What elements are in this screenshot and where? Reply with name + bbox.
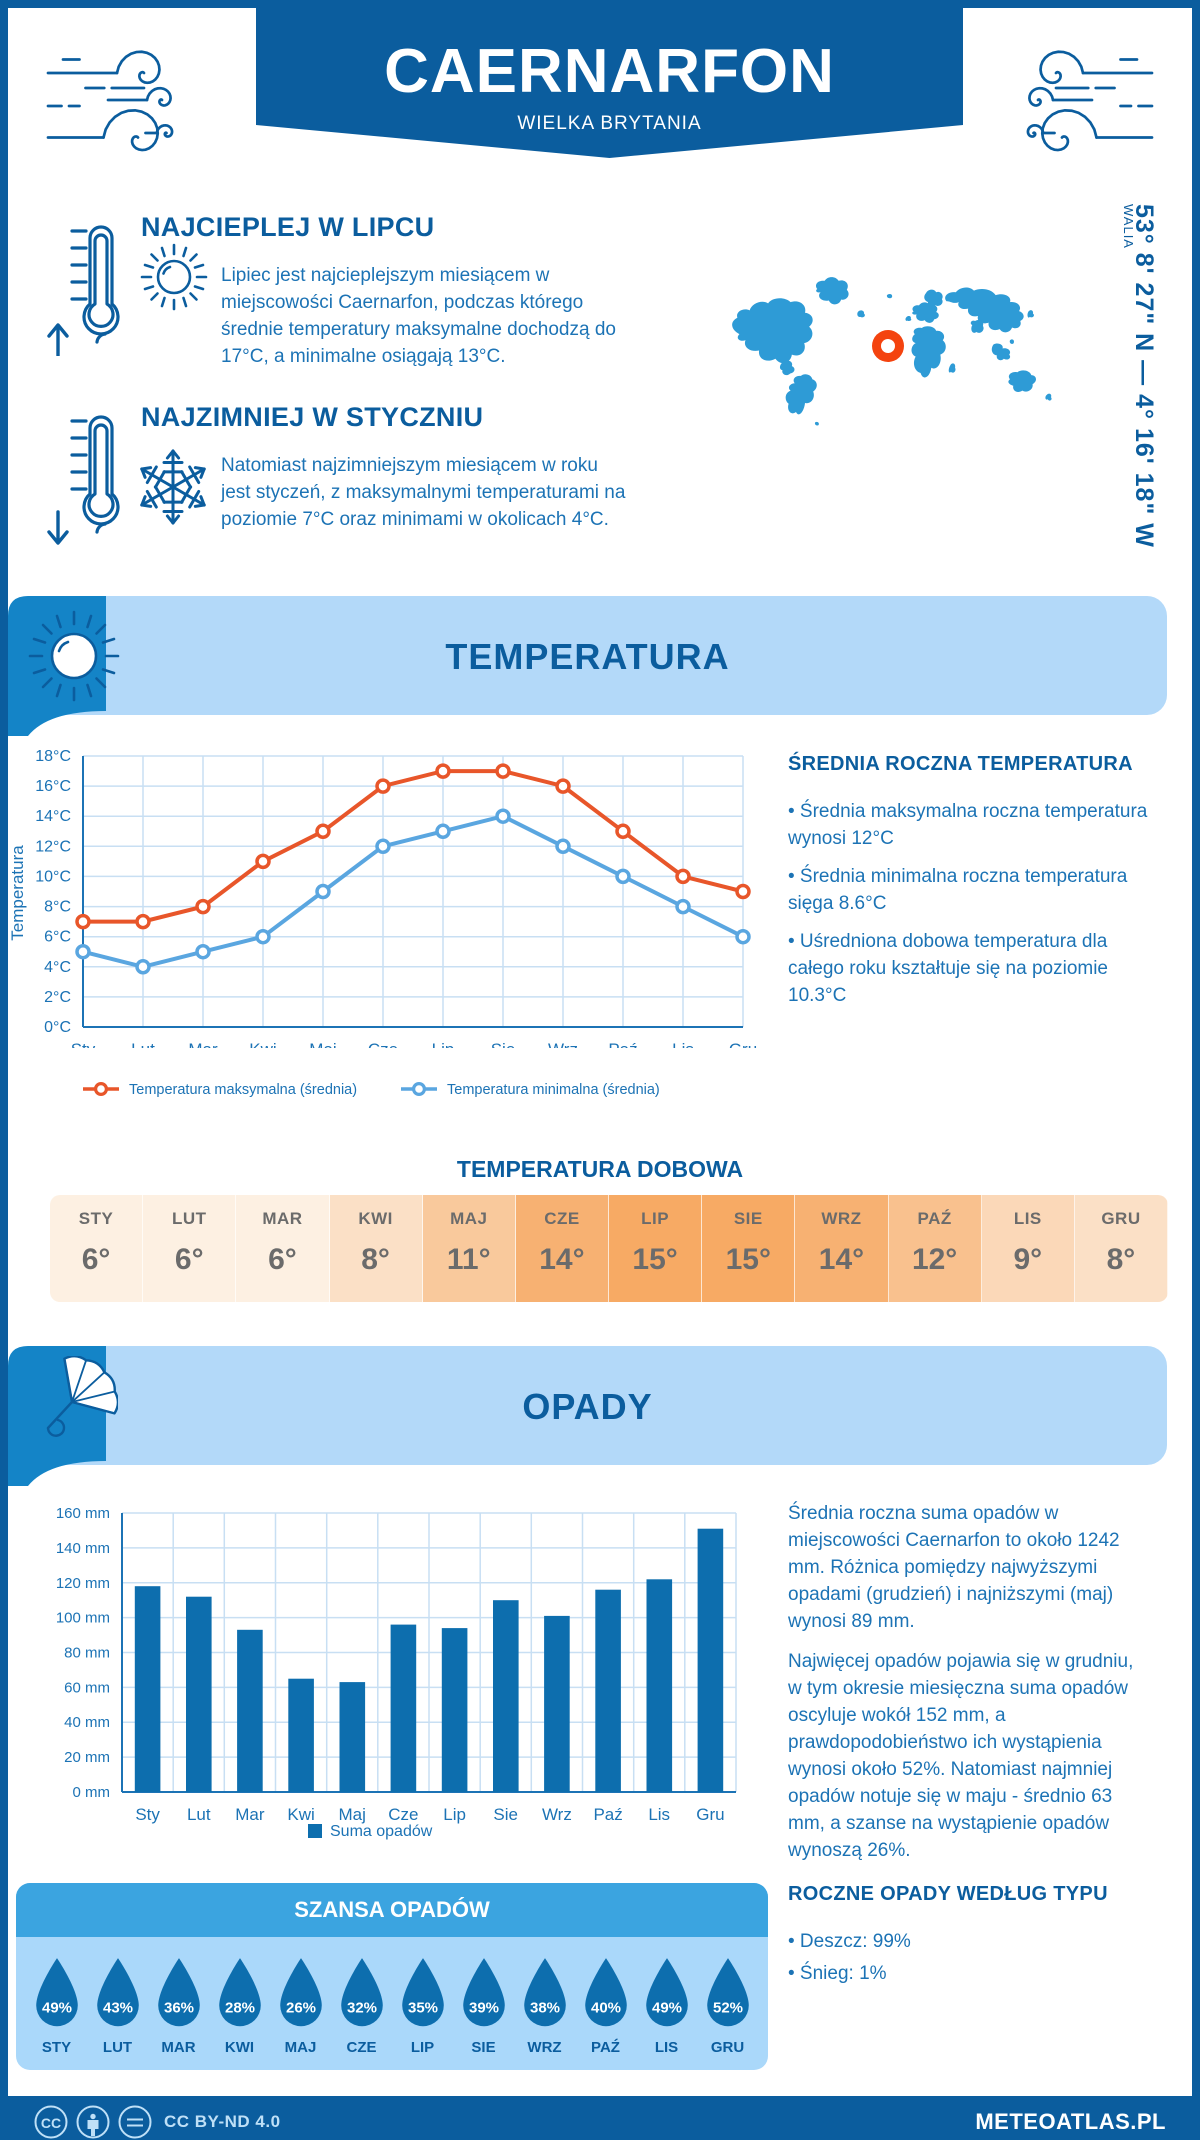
svg-text:38%: 38% [529, 1999, 559, 2016]
svg-text:100 mm: 100 mm [56, 1610, 110, 1627]
svg-text:28%: 28% [224, 1999, 254, 2016]
svg-text:52%: 52% [712, 1999, 742, 2016]
svg-text:140 mm: 140 mm [56, 1540, 110, 1557]
svg-text:Paź: Paź [593, 1805, 622, 1824]
svg-text:Suma opadów: Suma opadów [330, 1823, 433, 1840]
svg-text:12°C: 12°C [35, 838, 71, 855]
svg-text:0°C: 0°C [44, 1019, 71, 1036]
svg-text:49%: 49% [41, 1999, 71, 2016]
svg-text:4°C: 4°C [44, 959, 71, 976]
svg-text:20 mm: 20 mm [64, 1749, 110, 1766]
svg-text:Lut: Lut [187, 1805, 211, 1824]
svg-text:6°C: 6°C [44, 929, 71, 946]
svg-text:40 mm: 40 mm [64, 1714, 110, 1731]
svg-text:49%: 49% [651, 1999, 681, 2016]
svg-text:Lut: Lut [131, 1040, 155, 1048]
svg-text:0 mm: 0 mm [73, 1784, 111, 1801]
svg-text:120 mm: 120 mm [56, 1575, 110, 1592]
svg-text:10°C: 10°C [35, 868, 71, 885]
svg-text:Wrz: Wrz [542, 1805, 572, 1824]
svg-text:Maj: Maj [309, 1040, 336, 1048]
svg-text:Sty: Sty [135, 1805, 160, 1824]
svg-text:36%: 36% [163, 1999, 193, 2016]
svg-text:Sie: Sie [491, 1040, 516, 1048]
svg-text:Wrz: Wrz [548, 1040, 578, 1048]
svg-text:35%: 35% [407, 1999, 437, 2016]
svg-text:40%: 40% [590, 1999, 620, 2016]
svg-text:Gru: Gru [729, 1040, 757, 1048]
svg-text:Mar: Mar [188, 1040, 218, 1048]
svg-text:16°C: 16°C [35, 778, 71, 795]
svg-text:CC: CC [41, 2115, 61, 2131]
svg-text:Paź: Paź [608, 1040, 637, 1048]
svg-text:Mar: Mar [235, 1805, 265, 1824]
svg-text:8°C: 8°C [44, 899, 71, 916]
svg-text:2°C: 2°C [44, 989, 71, 1006]
svg-text:Gru: Gru [696, 1805, 724, 1824]
svg-text:32%: 32% [346, 1999, 376, 2016]
svg-text:39%: 39% [468, 1999, 498, 2016]
svg-text:26%: 26% [285, 1999, 315, 2016]
svg-text:14°C: 14°C [35, 808, 71, 825]
svg-text:Kwi: Kwi [249, 1040, 276, 1048]
svg-text:Temperatura minimalna (średnia: Temperatura minimalna (średnia) [447, 1082, 660, 1098]
svg-text:Sty: Sty [71, 1040, 96, 1048]
svg-text:43%: 43% [102, 1999, 132, 2016]
svg-text:Lis: Lis [648, 1805, 670, 1824]
svg-text:Temperatura maksymalna (średni: Temperatura maksymalna (średnia) [129, 1082, 357, 1098]
svg-text:60 mm: 60 mm [64, 1679, 110, 1696]
svg-text:80 mm: 80 mm [64, 1645, 110, 1662]
svg-text:160 mm: 160 mm [56, 1505, 110, 1522]
svg-text:Cze: Cze [368, 1040, 398, 1048]
svg-text:Lis: Lis [672, 1040, 694, 1048]
svg-text:Lip: Lip [432, 1040, 455, 1048]
svg-text:18°C: 18°C [35, 748, 71, 765]
